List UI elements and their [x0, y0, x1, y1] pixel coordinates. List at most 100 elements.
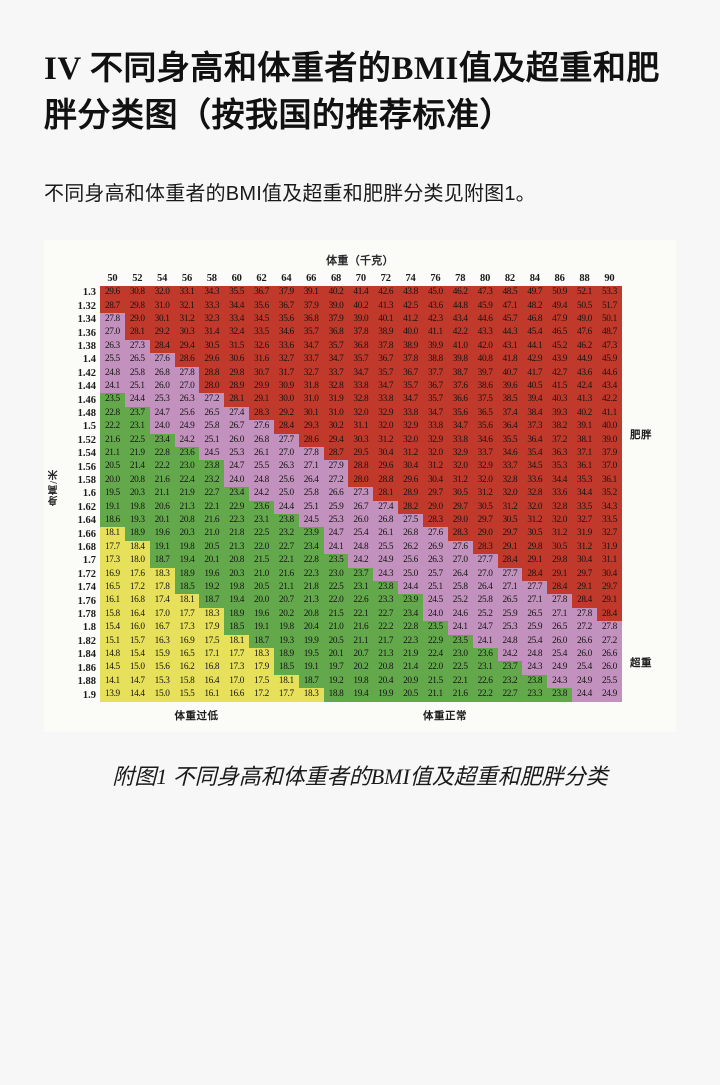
- bmi-cell: 42.4: [572, 379, 597, 394]
- bmi-cell: 29.7: [572, 567, 597, 582]
- bmi-cell: 23.6: [249, 500, 274, 515]
- bmi-cell: 21.9: [398, 648, 423, 662]
- bmi-cell: 20.5: [199, 540, 225, 555]
- bmi-cell: 45.4: [522, 326, 548, 340]
- bmi-cell: 37.9: [596, 446, 622, 461]
- bmi-cell: 17.9: [249, 661, 274, 675]
- bmi-cell: 40.7: [497, 366, 523, 380]
- bmi-cell: 19.6: [149, 527, 175, 541]
- bmi-cell: 49.0: [572, 312, 597, 327]
- bmi-cell: 35.7: [323, 339, 349, 354]
- table-row: 1.32 28.7 29.8 31.0 32.1 33.3 34.4 35.6 36.7 37.9…: [64, 299, 622, 313]
- bmi-cell: 27.5: [398, 514, 423, 528]
- weight-column-header: 84: [529, 273, 540, 285]
- bmi-cell: 37.8: [348, 326, 374, 340]
- height-row-header: 1.72: [77, 568, 96, 580]
- right-category-labels: 肥胖 超重: [622, 273, 676, 702]
- bmi-cell: 34.6: [472, 433, 498, 447]
- height-axis-label-text: 身高/米: [48, 469, 60, 506]
- bmi-cell: 32.6: [249, 339, 274, 354]
- bmi-cell: 33.8: [447, 433, 473, 447]
- bmi-cell: 21.9: [124, 446, 150, 461]
- bmi-cell: 19.3: [124, 514, 150, 528]
- bmi-cell: 39.7: [472, 366, 498, 380]
- bmi-cell: 36.6: [447, 393, 473, 407]
- bmi-cell: 44.6: [596, 366, 622, 380]
- bmi-cell: 36.8: [298, 312, 324, 327]
- bottom-category-labels: 体重过低 体重正常: [44, 702, 676, 724]
- weight-column-header: 66: [306, 273, 317, 285]
- bmi-cell: 19.1: [249, 621, 274, 635]
- bmi-cell: 23.8: [199, 460, 225, 474]
- bmi-cell: 21.1: [273, 581, 299, 595]
- bmi-cell: 33.6: [522, 473, 548, 488]
- bmi-cell: 38.6: [472, 379, 498, 394]
- bmi-cell: 29.1: [572, 581, 597, 595]
- bmi-cell: 22.2: [100, 420, 125, 434]
- bmi-cell: 18.1: [224, 634, 250, 649]
- bmi-cell: 30.4: [398, 460, 423, 474]
- bmi-cell: 26.0: [224, 433, 250, 447]
- bmi-cell: 24.8: [100, 366, 125, 380]
- bmi-cell: 24.9: [174, 420, 200, 434]
- bmi-cell: 25.0: [273, 487, 299, 501]
- bmi-cell: 18.9: [124, 527, 150, 541]
- bmi-cell: 32.7: [596, 527, 622, 541]
- bmi-cell: 36.3: [547, 446, 573, 461]
- bmi-cell: 29.8: [124, 299, 150, 313]
- bmi-cell: 31.9: [323, 393, 349, 407]
- bmi-cell: 31.2: [572, 540, 597, 555]
- height-row-header: 1.86: [77, 662, 96, 674]
- bmi-cell: 38.4: [522, 406, 548, 421]
- bmi-cell: 30.7: [249, 366, 274, 380]
- bmi-cell: 24.8: [249, 473, 274, 488]
- bmi-cell: 26.5: [547, 621, 573, 635]
- table-row: 1.48 22.8 23.7 24.7 25.6 26.5 27.4 28.3 29.2 30.1…: [64, 406, 622, 421]
- bmi-cell: 19.1: [298, 661, 324, 675]
- bmi-cell: 31.2: [174, 312, 200, 327]
- bmi-cell: 39.1: [298, 286, 324, 300]
- bmi-cell: 22.5: [447, 661, 473, 675]
- bmi-cell: 17.6: [124, 567, 150, 582]
- bmi-cell: 19.8: [174, 540, 200, 555]
- bmi-cell: 17.9: [199, 621, 225, 635]
- bmi-cell: 17.4: [149, 594, 175, 608]
- bmi-cell: 25.1: [124, 379, 150, 394]
- bmi-cell: 34.3: [596, 500, 622, 515]
- bmi-cell: 43.4: [447, 312, 473, 327]
- bmi-cell: 27.0: [472, 567, 498, 582]
- legend-label-underweight: 体重过低: [174, 710, 219, 722]
- bmi-cell: 32.0: [422, 446, 448, 461]
- bmi-cell: 21.4: [398, 661, 423, 675]
- bmi-cell: 24.4: [124, 393, 150, 407]
- bmi-cell: 18.7: [249, 634, 274, 649]
- bmi-cell: 15.9: [149, 648, 175, 662]
- bmi-cell: 34.4: [572, 487, 597, 501]
- bmi-cell: 21.6: [273, 567, 299, 582]
- bmi-cell: 35.4: [522, 446, 548, 461]
- table-row: 1.68 17.7 18.4 19.1 19.8 20.5 21.3 22.0 22.7 23.4…: [64, 540, 622, 555]
- height-row-header: 1.84: [77, 649, 96, 661]
- bmi-cell: 31.5: [224, 339, 250, 354]
- bmi-cell: 15.0: [124, 661, 150, 675]
- bmi-cell: 26.2: [398, 540, 423, 555]
- bmi-cell: 32.7: [273, 353, 299, 367]
- bmi-cell: 28.4: [572, 594, 597, 608]
- bmi-cell: 29.7: [596, 581, 622, 595]
- bmi-cell: 36.8: [323, 326, 349, 340]
- bmi-cell: 24.0: [224, 473, 250, 488]
- bmi-cell: 22.3: [398, 634, 423, 649]
- bmi-cell: 27.4: [373, 500, 399, 515]
- bmi-cell: 26.3: [174, 393, 200, 407]
- bmi-cell: 25.1: [199, 433, 225, 447]
- bmi-cell: 14.5: [100, 661, 125, 675]
- bmi-cell: 29.6: [100, 286, 125, 300]
- height-row-header: 1.76: [77, 595, 96, 607]
- bmi-cell: 22.3: [298, 567, 324, 582]
- legend-label-normal: 体重正常: [422, 710, 467, 722]
- bmi-cell: 20.2: [273, 607, 299, 622]
- bmi-cell: 33.6: [273, 339, 299, 354]
- bmi-cell: 39.0: [323, 299, 349, 313]
- bmi-cell: 18.9: [224, 607, 250, 622]
- bmi-cell: 28.8: [348, 460, 374, 474]
